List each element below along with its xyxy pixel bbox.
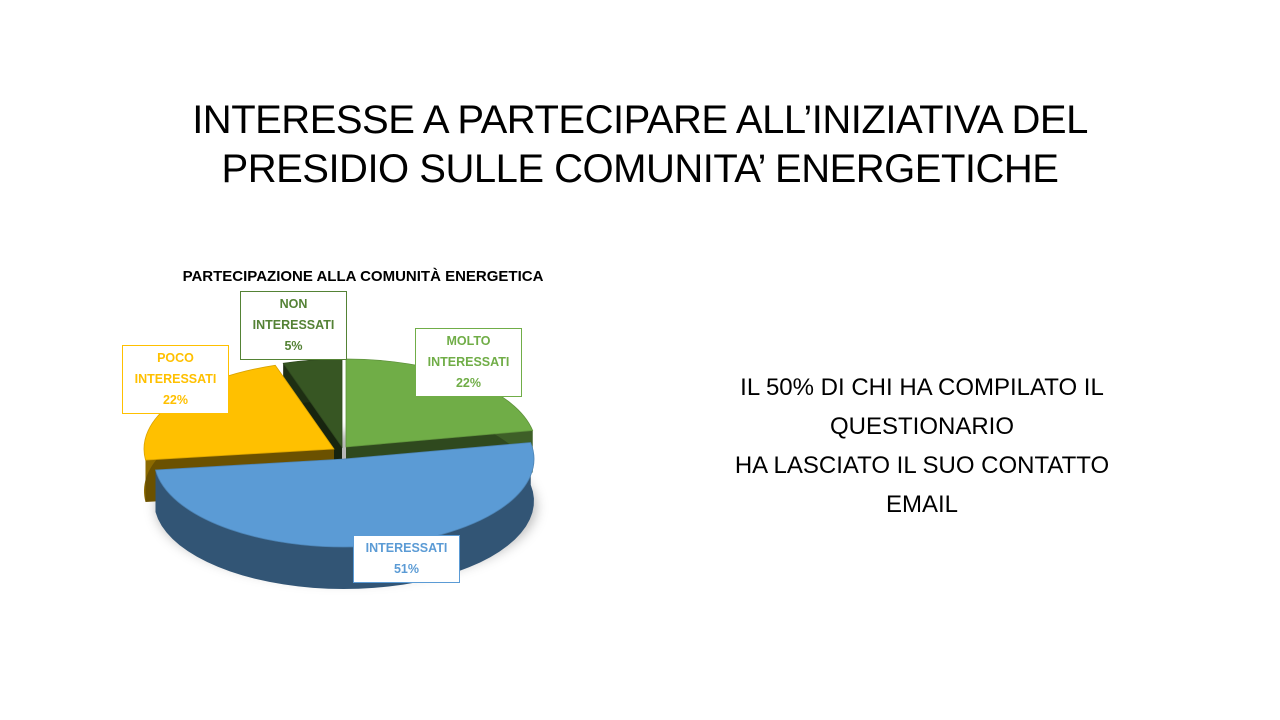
slice-label-1: INTERESSATI 51% [353,535,460,583]
slice-label-name: MOLTO [446,334,491,348]
side-text-line-2: QUESTIONARIO [829,413,1015,440]
chart-title: PARTECIPAZIONE ALLA COMUNITÀ ENERGETICA [182,268,544,285]
slide-title-line-2: PRESIDIO SULLE COMUNITA’ ENERGETICHE [221,147,1059,191]
slice-label-name: INTERESSATI [365,541,448,555]
slice-label-value: 51% [393,562,420,576]
slice-label-name: INTERESSATI [427,355,510,369]
slice-label-value: 22% [455,376,482,390]
slice-label-name: INTERESSATI [252,318,335,332]
slice-label-name: INTERESSATI [134,372,217,386]
side-text-line-1: IL 50% DI CHI HA COMPILATO IL [740,374,1104,401]
slice-label-name: NON [279,297,308,311]
side-text: IL 50% DI CHI HA COMPILATO IL QUESTIONAR… [700,368,1144,524]
slice-label-2: POCO INTERESSATI 22% [122,345,229,414]
side-text-line-3: HA LASCIATO IL SUO CONTATTO [734,452,1110,479]
slice-label-0: MOLTO INTERESSATI 22% [415,328,522,397]
side-text-line-4: EMAIL [885,491,959,518]
slide-title-line-1: INTERESSE A PARTECIPARE ALL’INIZIATIVA D… [192,98,1088,142]
slice-label-value: 22% [162,393,189,407]
slice-label-value: 5% [284,339,303,353]
slide-title: INTERESSE A PARTECIPARE ALL’INIZIATIVA D… [140,96,1140,194]
slice-label-3: NON INTERESSATI 5% [240,291,347,360]
slice-label-name: POCO [157,351,194,365]
